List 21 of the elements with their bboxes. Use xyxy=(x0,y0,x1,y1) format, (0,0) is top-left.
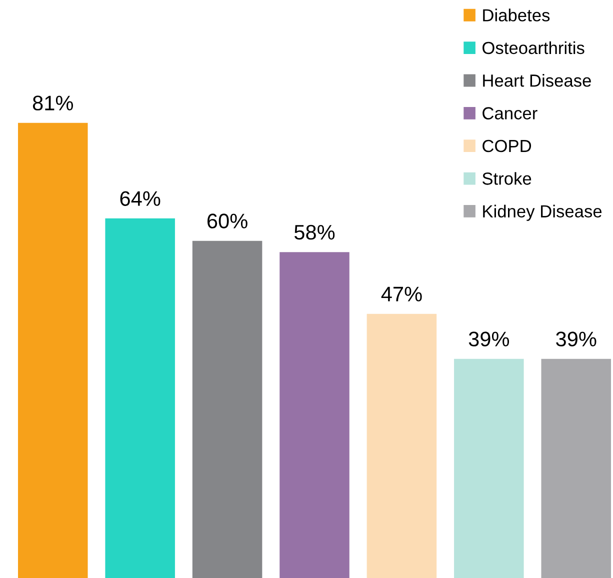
data-label: 58% xyxy=(294,224,335,240)
legend-label: Cancer xyxy=(482,107,538,120)
data-label: 81% xyxy=(32,96,73,110)
data-label: 39% xyxy=(468,332,510,346)
bar xyxy=(18,122,88,578)
legend-label: Kidney Disease xyxy=(483,204,602,221)
bar xyxy=(192,240,262,578)
legend-label: Diabetes xyxy=(483,8,550,22)
legend-label: COPD xyxy=(482,140,532,152)
data-label: 60% xyxy=(208,214,248,228)
bar xyxy=(454,358,524,578)
data-label: 64% xyxy=(120,191,160,206)
bar xyxy=(541,358,611,578)
legend-label: Heart Disease xyxy=(483,74,591,87)
bar xyxy=(366,314,437,578)
legend-label: Stroke xyxy=(482,172,532,185)
data-label: 39% xyxy=(556,332,596,346)
legend-label: Osteoarthritis xyxy=(482,41,584,54)
data-label: 47% xyxy=(381,286,422,302)
bar xyxy=(105,218,175,578)
bar xyxy=(280,252,350,578)
